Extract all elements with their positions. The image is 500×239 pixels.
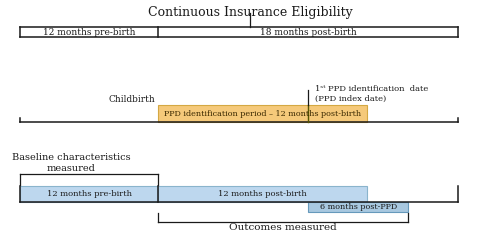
Text: Continuous Insurance Eligibility: Continuous Insurance Eligibility (148, 6, 352, 19)
Text: (PPD index date): (PPD index date) (315, 95, 386, 103)
Text: Outcomes measured: Outcomes measured (230, 223, 337, 232)
Text: 18 months post-birth: 18 months post-birth (260, 28, 356, 37)
Text: 12 months pre-birth: 12 months pre-birth (46, 190, 132, 198)
Text: 6 months post-PPD: 6 months post-PPD (320, 203, 397, 211)
Bar (158, 105, 366, 122)
Bar (20, 186, 158, 202)
Text: 12 months post-birth: 12 months post-birth (218, 190, 307, 198)
Text: 1ˢᵗ PPD identification  date: 1ˢᵗ PPD identification date (315, 85, 428, 93)
Text: Childbirth: Childbirth (108, 95, 155, 104)
Text: Baseline characteristics
measured: Baseline characteristics measured (12, 153, 130, 173)
Bar (308, 202, 408, 212)
Text: PPD identification period – 12 months post-birth: PPD identification period – 12 months po… (164, 109, 361, 118)
Bar (158, 186, 366, 202)
Text: 12 months pre-birth: 12 months pre-birth (43, 28, 136, 37)
